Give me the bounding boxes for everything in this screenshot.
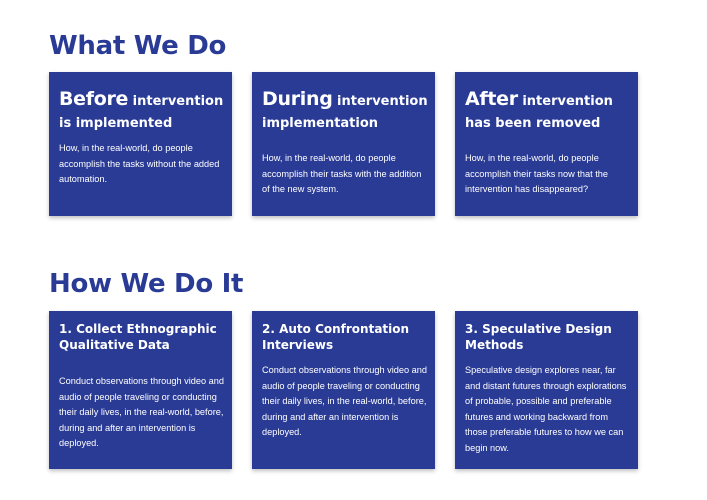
card-method-1-body: Conduct observations through video and a… bbox=[59, 376, 224, 448]
card-method-2: 2. Auto Confrontation Interviews Conduct… bbox=[252, 311, 435, 469]
card-method-1-heading: 1. Collect Ethnographic Qualitative Data bbox=[59, 322, 217, 352]
card-method-3-heading: 3. Speculative Design Methods bbox=[465, 322, 612, 352]
card-before-body: How, in the real-world, do people accomp… bbox=[59, 143, 220, 184]
how-we-do-it-title: How We Do It bbox=[49, 269, 244, 299]
card-after: After intervention has been removed How,… bbox=[455, 72, 638, 216]
what-we-do-title: What We Do bbox=[49, 31, 227, 61]
card-method-2-body: Conduct observations through video and a… bbox=[262, 365, 427, 437]
card-method-3-body: Speculative design explores near, far an… bbox=[465, 365, 627, 453]
card-during-lead: During bbox=[262, 88, 333, 110]
card-method-3: 3. Speculative Design Methods Speculativ… bbox=[455, 311, 638, 469]
card-during-body: How, in the real-world, do people accomp… bbox=[262, 153, 422, 194]
card-before: Before intervention is implemented How, … bbox=[49, 72, 232, 216]
card-before-heading: Before intervention is implemented bbox=[59, 88, 226, 135]
card-method-1: 1. Collect Ethnographic Qualitative Data… bbox=[49, 311, 232, 469]
card-during: During intervention implementation How, … bbox=[252, 72, 435, 216]
card-before-lead: Before bbox=[59, 88, 129, 110]
card-method-2-heading: 2. Auto Confrontation Interviews bbox=[262, 322, 410, 352]
card-after-lead: After bbox=[465, 88, 518, 110]
card-during-heading: During intervention implementation bbox=[262, 88, 429, 135]
card-during-subtitle: intervention implementation bbox=[262, 94, 428, 131]
card-before-subtitle: intervention is implemented bbox=[59, 94, 224, 131]
card-after-body: How, in the real-world, do people accomp… bbox=[465, 153, 608, 194]
card-after-heading: After intervention has been removed bbox=[465, 88, 632, 135]
card-after-subtitle: intervention has been removed bbox=[465, 94, 613, 131]
